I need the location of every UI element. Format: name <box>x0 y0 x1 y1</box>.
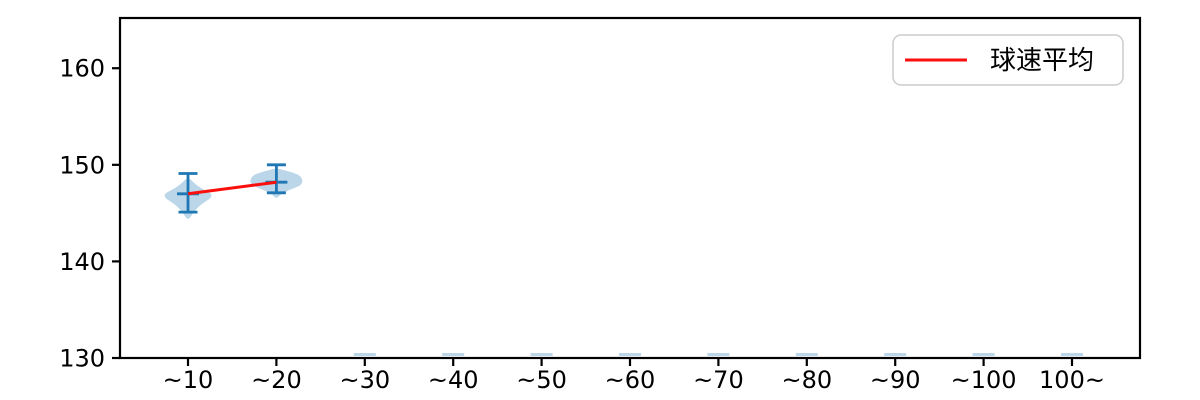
empty-violin-mark <box>795 353 818 356</box>
x-tick-label: ~80 <box>781 366 832 394</box>
x-tick-label: 100~ <box>1039 366 1105 394</box>
x-tick-label: ~40 <box>428 366 479 394</box>
empty-violin-mark <box>884 353 907 356</box>
x-tick-label: ~100 <box>951 366 1017 394</box>
y-tick-label: 160 <box>59 55 105 83</box>
y-tick-label: 150 <box>59 151 105 179</box>
empty-violin-mark <box>972 353 995 356</box>
empty-violin-mark <box>530 353 553 356</box>
x-tick-label: ~60 <box>605 366 656 394</box>
legend-box <box>892 34 1124 86</box>
legend-label: 球速平均 <box>990 46 1094 76</box>
empty-violin-mark <box>442 353 465 356</box>
empty-violin-mark <box>707 353 730 356</box>
empty-violin-mark <box>353 353 376 356</box>
empty-violin-mark <box>1061 353 1083 356</box>
x-tick-label: ~70 <box>693 366 744 394</box>
mean-line <box>187 180 277 196</box>
empty-violin-mark <box>619 353 641 356</box>
x-tick-label: ~20 <box>251 366 302 394</box>
x-tick-label: ~90 <box>870 366 921 394</box>
x-tick-label: ~10 <box>163 366 214 394</box>
x-tick-label: ~30 <box>339 366 390 394</box>
x-tick-label: ~50 <box>516 366 567 394</box>
y-tick-label: 130 <box>59 345 105 373</box>
y-tick-label: 140 <box>59 248 105 276</box>
